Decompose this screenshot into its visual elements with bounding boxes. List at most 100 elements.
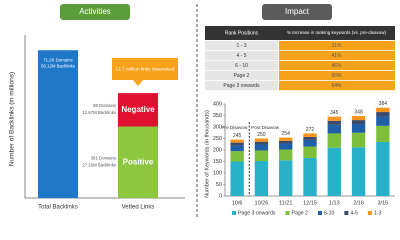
bar-segment — [230, 151, 244, 162]
bar-segment — [351, 124, 366, 133]
total-label: 348 — [354, 109, 363, 115]
table-text: Page 3 onwards — [223, 83, 260, 89]
legend-swatch — [344, 211, 349, 215]
bar-segment — [327, 147, 341, 196]
annotation: Post Disavow — [251, 125, 280, 130]
legend-label: 1-3 — [374, 211, 382, 217]
table-header-cell: % Increase in ranking keywords (vs. pre-… — [287, 30, 387, 35]
bar-segment — [376, 125, 390, 142]
legend-label: Page 2 — [292, 211, 309, 217]
bar-segment — [279, 140, 293, 144]
domain-label: 88 Domains — [93, 103, 116, 108]
total-label: 245 — [233, 133, 242, 139]
bar-segment — [327, 124, 341, 134]
bar-segment — [230, 145, 244, 152]
y-axis-label: Number of Backlinks (in millions) — [9, 72, 16, 166]
table-cell — [279, 61, 395, 71]
table-text: 66% — [331, 73, 342, 79]
x-tick-label: 10/26 — [255, 200, 269, 206]
bar-segment — [230, 139, 244, 143]
legend-swatch — [232, 211, 236, 215]
bar-segment — [376, 116, 390, 126]
total-label: 254 — [282, 131, 291, 137]
table-text: 64% — [331, 83, 342, 89]
x-tick-label: Total Backlinks — [38, 205, 78, 211]
table-text: 41% — [331, 53, 342, 59]
table-text: 31% — [331, 43, 342, 49]
callout-text: 12.7 million links disavowed — [115, 66, 175, 72]
table-cell — [279, 41, 395, 51]
table-text: 6 - 10 — [235, 63, 248, 69]
bar-segment — [118, 126, 158, 198]
bar-segment — [118, 93, 158, 127]
table-cell — [279, 71, 395, 81]
infographic: Activities Impact Number of Backlinks (i… — [9, 4, 395, 217]
x-tick-label: 12/15 — [303, 200, 317, 206]
y-tick-label: 350 — [213, 113, 222, 119]
bar-segment — [303, 146, 317, 159]
x-tick-label: 2/16 — [353, 200, 364, 206]
bar-segment — [303, 136, 317, 140]
callout-pointer — [133, 80, 143, 86]
activities-header — [60, 4, 130, 20]
bar-segment — [351, 120, 366, 125]
table-text: 46% — [331, 63, 342, 69]
x-tick-label: 3/15 — [377, 200, 388, 206]
impact-header — [262, 4, 332, 20]
y-tick-label: 300 — [213, 124, 222, 130]
bar-segment — [376, 107, 390, 113]
table-cell — [279, 51, 395, 61]
total-label: 272 — [306, 127, 315, 133]
bar-segment — [351, 115, 366, 121]
x-tick-label: 10/6 — [232, 200, 243, 206]
x-tick-label: 11/21 — [279, 200, 292, 206]
total-label: 250 — [257, 132, 266, 138]
bar-segment — [327, 116, 341, 121]
y-tick-label: 150 — [213, 159, 222, 165]
table-header — [205, 26, 395, 40]
y-tick-label: 0 — [219, 193, 222, 199]
value-label: 12.67M Backlinks — [82, 110, 116, 115]
y-tick-label: 400 — [213, 101, 222, 107]
table-text: 1 - 3 — [236, 43, 246, 49]
y-tick-label: 50 — [216, 182, 222, 188]
bar-segment — [230, 161, 244, 196]
segment-name: Negative — [121, 105, 155, 114]
domain-label: 71.2K Domains — [43, 57, 72, 62]
bar-segment — [279, 149, 293, 161]
bar-segment — [279, 137, 293, 141]
table-cell — [205, 51, 278, 61]
bar-segment — [254, 161, 269, 196]
bar-segment — [376, 112, 390, 117]
domain-label: 361 Domains — [91, 155, 116, 160]
bar-segment — [254, 141, 269, 145]
bar-segment — [230, 142, 244, 146]
bar-segment — [38, 50, 78, 199]
bar-segment — [376, 141, 390, 196]
legend-label: 4-5 — [350, 211, 358, 217]
total-label: 384 — [379, 101, 388, 107]
bar-segment — [254, 150, 269, 162]
annotation: Pre Disavow — [221, 125, 247, 130]
bar-segment — [254, 144, 269, 151]
bar-segment — [254, 138, 269, 142]
x-tick-label: Vetted Links — [122, 205, 155, 211]
legend-swatch — [285, 211, 290, 215]
y-tick-label: 250 — [213, 136, 222, 142]
table-cell — [205, 71, 278, 81]
bar-segment — [351, 147, 366, 196]
legend-swatch — [317, 211, 322, 215]
bar-segment — [279, 143, 293, 150]
bar-segment — [327, 133, 341, 148]
table-text: Page 2 — [234, 73, 250, 79]
table-cell — [205, 41, 278, 51]
y-tick-label: 100 — [213, 170, 222, 176]
value-label: 27.16M Backlinks — [82, 162, 116, 167]
table-cell — [205, 61, 278, 71]
bar-segment — [303, 158, 317, 196]
table-cell — [279, 81, 395, 91]
total-label: 345 — [330, 110, 339, 116]
bar-segment — [351, 132, 366, 148]
value-label: 56.12M Backlinks — [41, 63, 75, 68]
legend-label: 6-10 — [324, 211, 334, 217]
